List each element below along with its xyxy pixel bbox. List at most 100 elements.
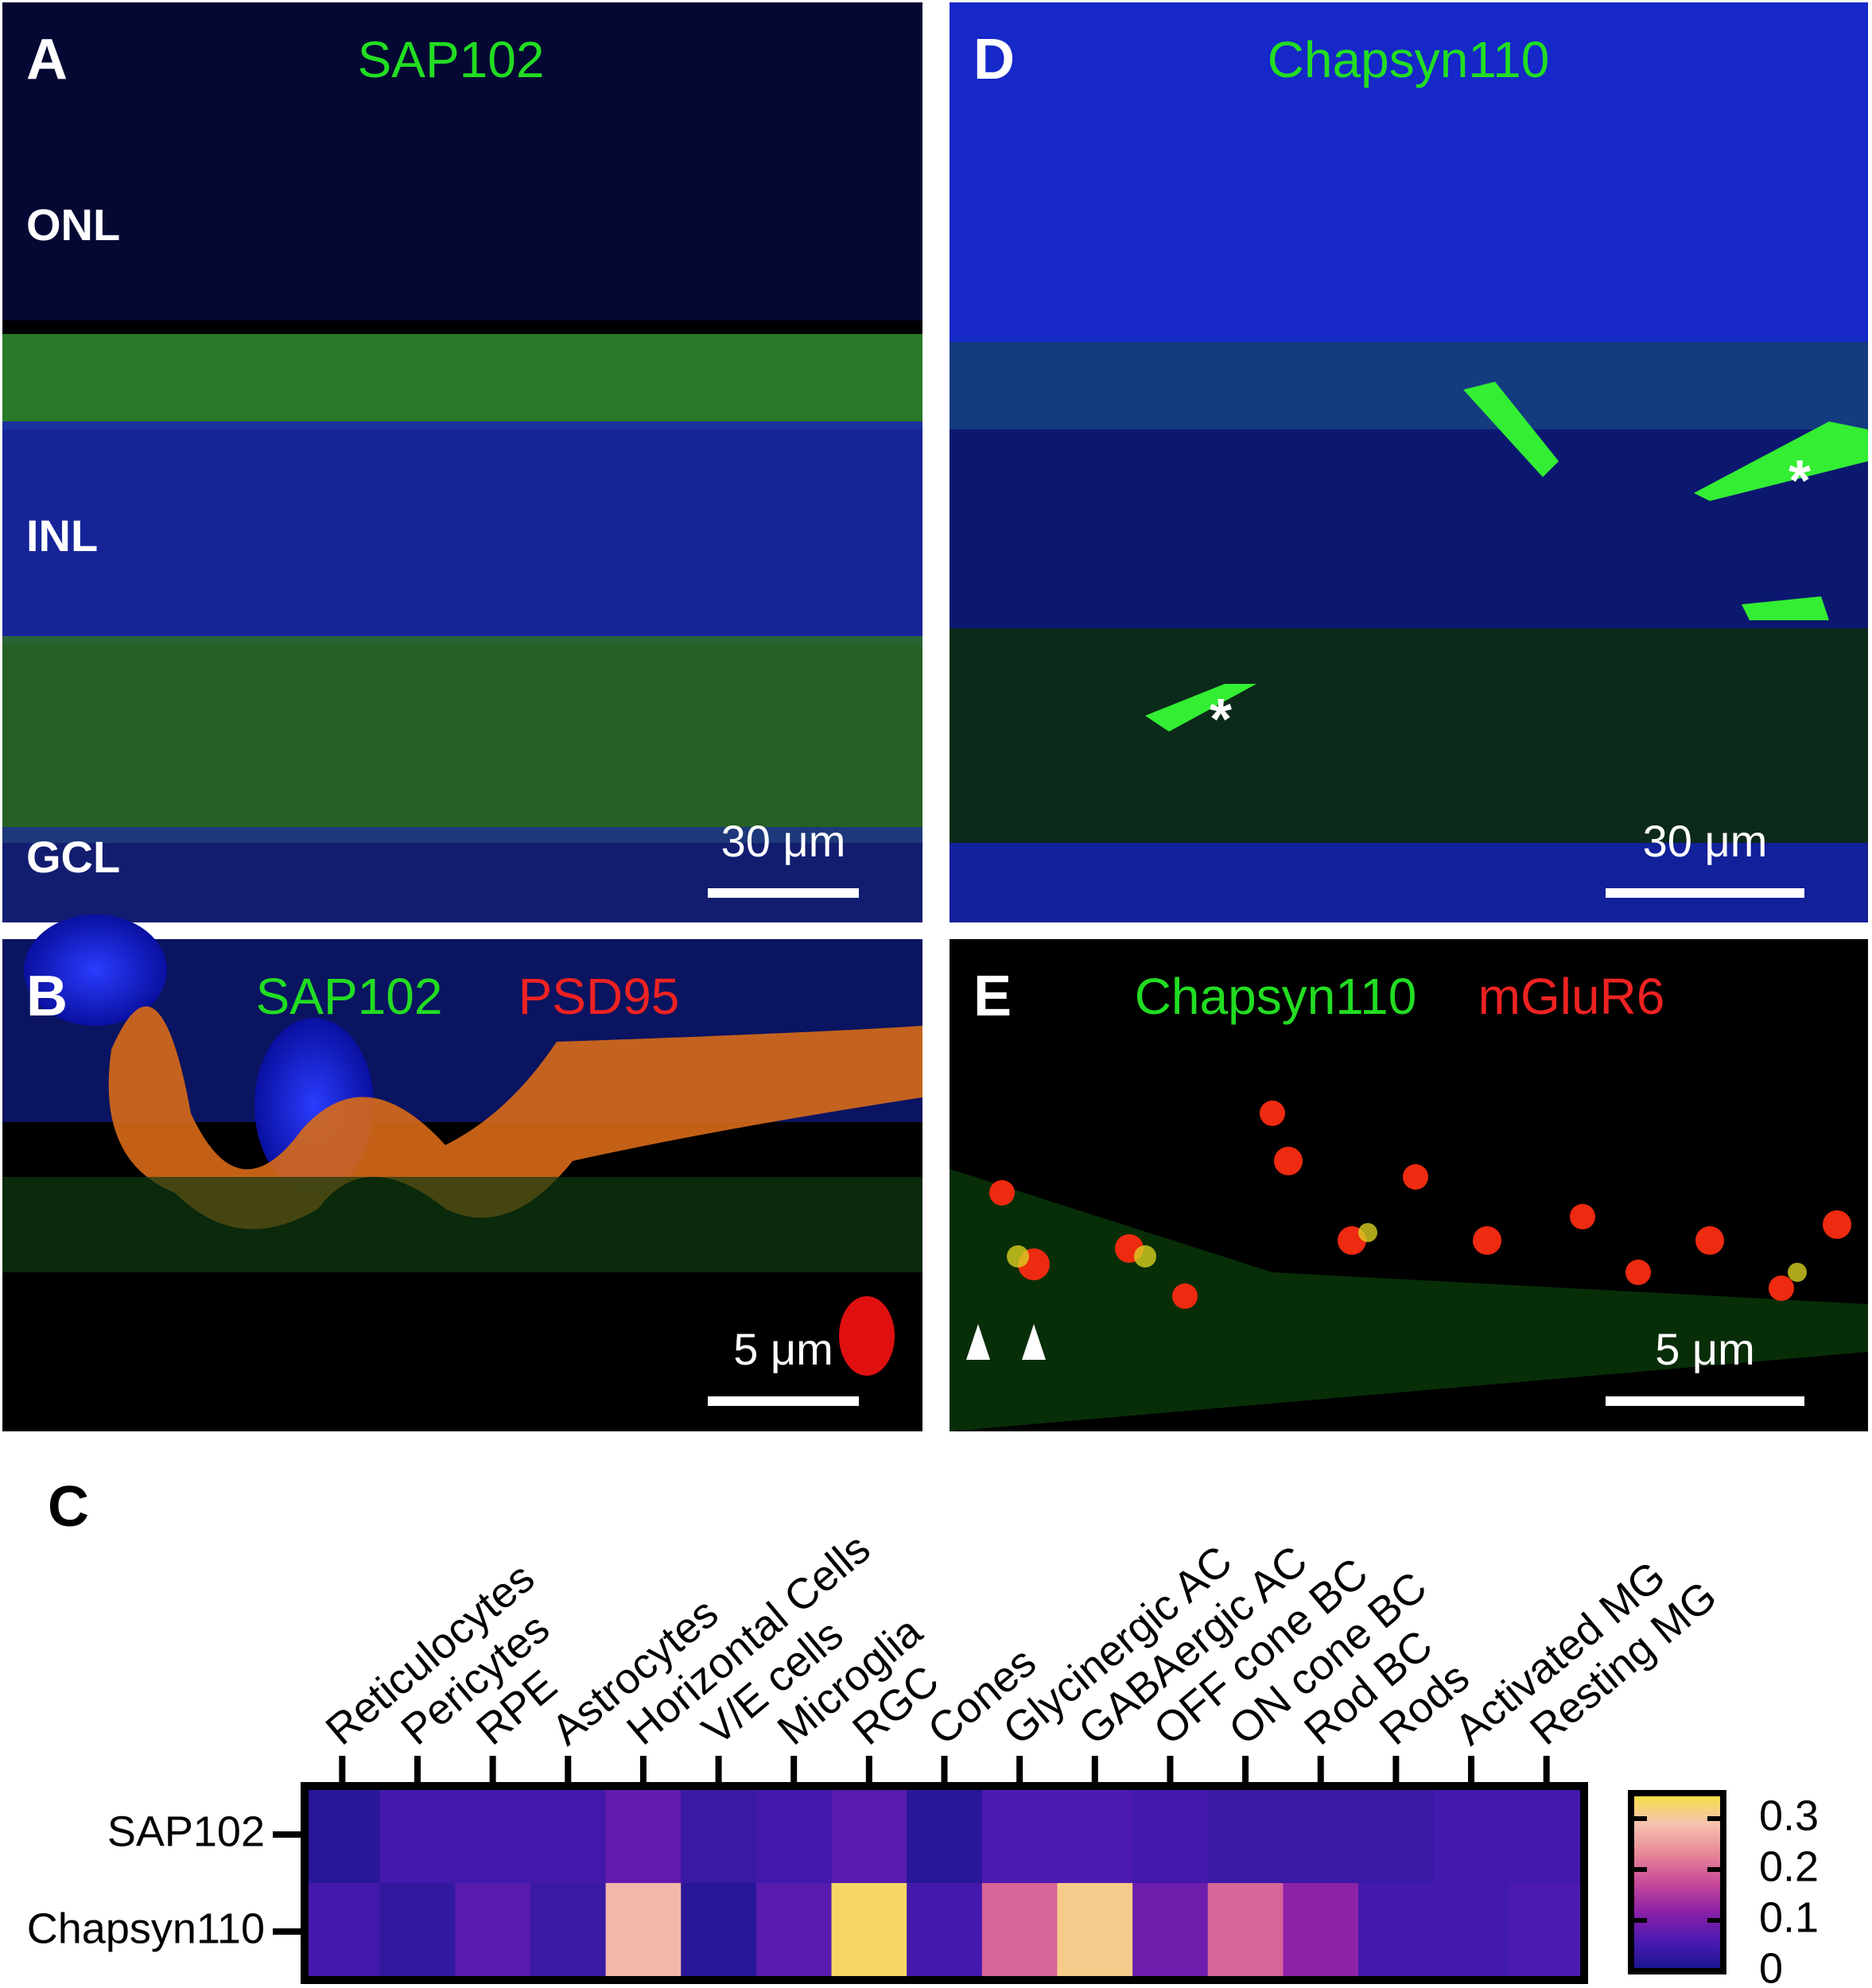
colorbar-step [1631, 1804, 1723, 1809]
colorbar-step [1631, 1796, 1723, 1800]
heat-cell [981, 1883, 1058, 1981]
heat-cell [1207, 1883, 1284, 1981]
colorbar-step [1631, 1816, 1723, 1821]
heat-cell [755, 1786, 833, 1884]
colorbar-step [1631, 1838, 1723, 1842]
panel-letter: D [973, 28, 1015, 91]
colorbar-step [1631, 1920, 1723, 1924]
heat-cell [1132, 1883, 1209, 1981]
colorbar-step [1631, 1831, 1723, 1835]
heat-cell [1283, 1883, 1359, 1981]
colorbar-step [1631, 1864, 1723, 1868]
scale-bar [708, 1396, 859, 1406]
colorbar-step [1631, 1858, 1723, 1862]
colorbar-step [1631, 1932, 1723, 1936]
colorbar-step [1631, 1861, 1723, 1866]
colorbar-step [1631, 1903, 1723, 1907]
colorbar-label: 0.1 [1759, 1893, 1819, 1941]
colorbar-step [1631, 1965, 1723, 1969]
heat-cell [305, 1883, 381, 1981]
colorbar-step [1631, 1802, 1723, 1806]
layer-label: GCL [26, 832, 120, 882]
colorbar-step [1631, 1799, 1723, 1803]
heat-cell [907, 1786, 983, 1884]
scale-bar-label: 5 μm [733, 1324, 833, 1374]
heat-cell [681, 1883, 757, 1981]
heat-cell [681, 1786, 757, 1884]
colorbar-step [1631, 1959, 1723, 1963]
panel-letter: E [973, 965, 1012, 1028]
panel-e-image [950, 939, 1868, 1431]
layer-label: ONL [26, 200, 120, 250]
colorbar-step [1631, 1891, 1723, 1895]
heat-cell [1358, 1786, 1435, 1884]
colorbar-step [1631, 1929, 1723, 1933]
colorbar-step [1631, 1962, 1723, 1967]
heat-cell [1283, 1786, 1359, 1884]
colorbar-step [1631, 1917, 1723, 1922]
colorbar-step [1631, 1882, 1723, 1886]
scale-bar-label: 30 μm [1643, 816, 1768, 866]
panel-title: SAP102 [256, 968, 443, 1025]
colorbar-step [1631, 1888, 1723, 1892]
asterisk: * [1210, 688, 1232, 751]
asterisk: * [1788, 449, 1811, 513]
heat-cell [1509, 1883, 1585, 1981]
colorbar-step [1631, 1840, 1723, 1844]
colorbar-step [1631, 1953, 1723, 1957]
scale-bar-label: 30 μm [721, 816, 846, 866]
colorbar-label: 0.2 [1759, 1842, 1819, 1890]
heatmap-frame [301, 1782, 1588, 1984]
row-label: SAP102 [107, 1807, 265, 1855]
heat-cell [755, 1883, 833, 1981]
scale-bar [1606, 1396, 1804, 1406]
panel-a-image [2, 2, 922, 922]
heat-cell [1433, 1786, 1509, 1884]
heat-cell [831, 1883, 907, 1981]
heat-cell [1358, 1883, 1435, 1981]
colorbar-label: 0 [1759, 1944, 1783, 1988]
panel-b-image [2, 914, 922, 1431]
colorbar-step [1631, 1819, 1723, 1823]
heat-cell [530, 1786, 607, 1884]
row-label: Chapsyn110 [27, 1905, 265, 1952]
heat-cell [1132, 1786, 1209, 1884]
scale-bar-label: 5 μm [1655, 1324, 1755, 1374]
panel-title: PSD95 [518, 968, 680, 1025]
colorbar-step [1631, 1811, 1723, 1815]
colorbar-step [1631, 1947, 1723, 1951]
colorbar-step [1631, 1897, 1723, 1901]
panel-title: SAP102 [358, 31, 545, 88]
heat-cell [379, 1786, 456, 1884]
heat-cell [1057, 1883, 1133, 1981]
colorbar-step [1631, 1835, 1723, 1839]
panel-title: Chapsyn110 [1135, 968, 1417, 1025]
colorbar-step [1631, 1843, 1723, 1847]
scale-bar [708, 888, 859, 898]
colorbar-step [1631, 1915, 1723, 1919]
heat-cell [305, 1786, 381, 1884]
colorbar-step [1631, 1938, 1723, 1943]
colorbar-step [1631, 1807, 1723, 1811]
colorbar-step [1631, 1873, 1723, 1877]
colorbar-step [1631, 1927, 1723, 1931]
heat-cell [530, 1883, 607, 1981]
heat-cell [455, 1883, 531, 1981]
colorbar-step [1631, 1852, 1723, 1856]
colorbar-step [1631, 1893, 1723, 1898]
heat-cell [1057, 1786, 1133, 1884]
panel-letter: A [26, 28, 68, 91]
colorbar-step [1631, 1849, 1723, 1854]
panel-letter: B [26, 965, 68, 1028]
colorbar-step [1631, 1879, 1723, 1883]
colorbar-step [1631, 1885, 1723, 1889]
heat-cell [907, 1883, 983, 1981]
colorbar-step [1631, 1924, 1723, 1928]
colorbar-step [1631, 1855, 1723, 1859]
colorbar-step [1631, 1936, 1723, 1939]
colorbar-step [1631, 1950, 1723, 1955]
scale-bar [1606, 888, 1804, 898]
colorbar-step [1631, 1912, 1723, 1916]
